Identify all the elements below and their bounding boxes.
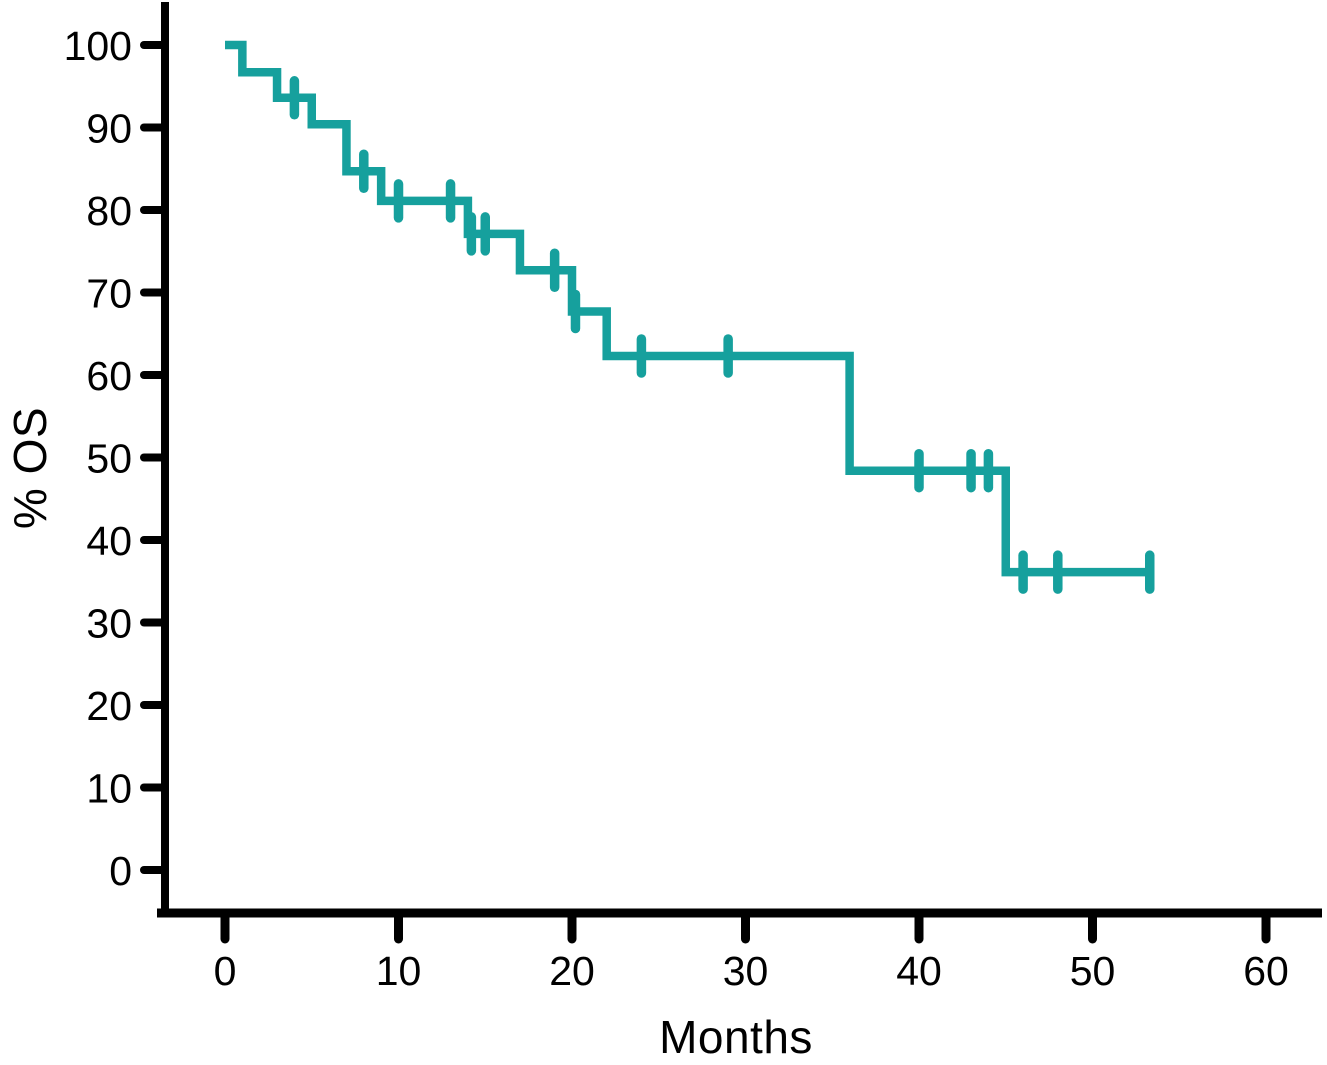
x-tick-label: 60 <box>1243 948 1289 994</box>
x-tick-label: 30 <box>723 948 769 994</box>
y-tick-label: 40 <box>86 518 132 564</box>
y-tick-label: 80 <box>86 188 132 234</box>
y-tick-label: 90 <box>86 106 132 152</box>
y-tick-label: 70 <box>86 271 132 317</box>
y-axis-title: % OS <box>4 406 56 530</box>
y-tick-label: 0 <box>109 848 132 894</box>
x-tick-label: 50 <box>1070 948 1116 994</box>
x-tick-label: 10 <box>376 948 422 994</box>
x-axis-title: Months <box>659 1011 813 1063</box>
y-tick-label: 20 <box>86 683 132 729</box>
x-tick-label: 0 <box>214 948 237 994</box>
survival-curve <box>225 40 1152 577</box>
y-tick-label: 100 <box>64 23 132 69</box>
y-tick-label: 10 <box>86 766 132 812</box>
x-tick-label: 20 <box>549 948 595 994</box>
x-tick-label: 40 <box>896 948 942 994</box>
y-tick-label: 50 <box>86 436 132 482</box>
y-tick-label: 30 <box>86 601 132 647</box>
y-tick-label: 60 <box>86 353 132 399</box>
